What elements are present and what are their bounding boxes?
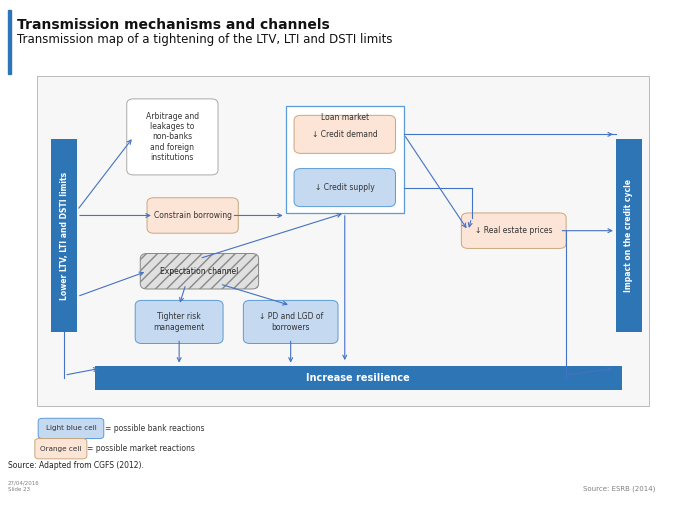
Bar <box>616 139 642 332</box>
Text: Increase resilience: Increase resilience <box>306 373 410 383</box>
Text: Constrain borrowing: Constrain borrowing <box>153 211 232 220</box>
FancyBboxPatch shape <box>127 99 218 175</box>
Text: 27/04/2016
Slide 23: 27/04/2016 Slide 23 <box>8 481 40 492</box>
FancyBboxPatch shape <box>35 439 87 459</box>
Text: Light blue cell: Light blue cell <box>45 425 97 431</box>
Text: Source: Adapted from CGFS (2012).: Source: Adapted from CGFS (2012). <box>8 461 144 470</box>
Bar <box>285 106 404 213</box>
Text: Lower LTV, LTI and DSTI limits: Lower LTV, LTI and DSTI limits <box>59 172 69 300</box>
FancyBboxPatch shape <box>243 300 338 344</box>
Text: Tighter risk
management: Tighter risk management <box>153 312 205 332</box>
Text: Arbitrage and
leakages to
non-banks
and foreign
institutions: Arbitrage and leakages to non-banks and … <box>146 112 199 162</box>
FancyBboxPatch shape <box>294 116 395 153</box>
Text: = possible market reactions: = possible market reactions <box>87 444 195 453</box>
Bar <box>8 10 11 74</box>
Text: Impact on the credit cycle: Impact on the credit cycle <box>624 179 633 292</box>
Bar <box>37 76 649 406</box>
Bar <box>95 366 622 390</box>
Text: ↓ Real estate prices: ↓ Real estate prices <box>475 226 552 235</box>
FancyBboxPatch shape <box>140 254 258 289</box>
Text: ↓ Credit demand: ↓ Credit demand <box>312 130 378 139</box>
FancyBboxPatch shape <box>38 418 104 439</box>
Text: Transmission map of a tightening of the LTV, LTI and DSTI limits: Transmission map of a tightening of the … <box>17 33 392 46</box>
Text: Source: ESRB (2014): Source: ESRB (2014) <box>583 485 656 492</box>
Text: Loan market: Loan market <box>320 113 369 122</box>
Text: ↓ PD and LGD of
borrowers: ↓ PD and LGD of borrowers <box>258 312 323 332</box>
Text: Transmission mechanisms and channels: Transmission mechanisms and channels <box>17 18 330 32</box>
Text: ↓ Credit supply: ↓ Credit supply <box>315 183 375 192</box>
Text: Expectation channel: Expectation channel <box>160 267 239 276</box>
FancyBboxPatch shape <box>461 213 566 248</box>
Bar <box>51 139 77 332</box>
Text: Orange cell: Orange cell <box>40 446 82 452</box>
FancyBboxPatch shape <box>135 300 223 344</box>
Text: = possible bank reactions: = possible bank reactions <box>105 424 204 433</box>
FancyBboxPatch shape <box>294 168 395 207</box>
FancyBboxPatch shape <box>147 198 238 233</box>
